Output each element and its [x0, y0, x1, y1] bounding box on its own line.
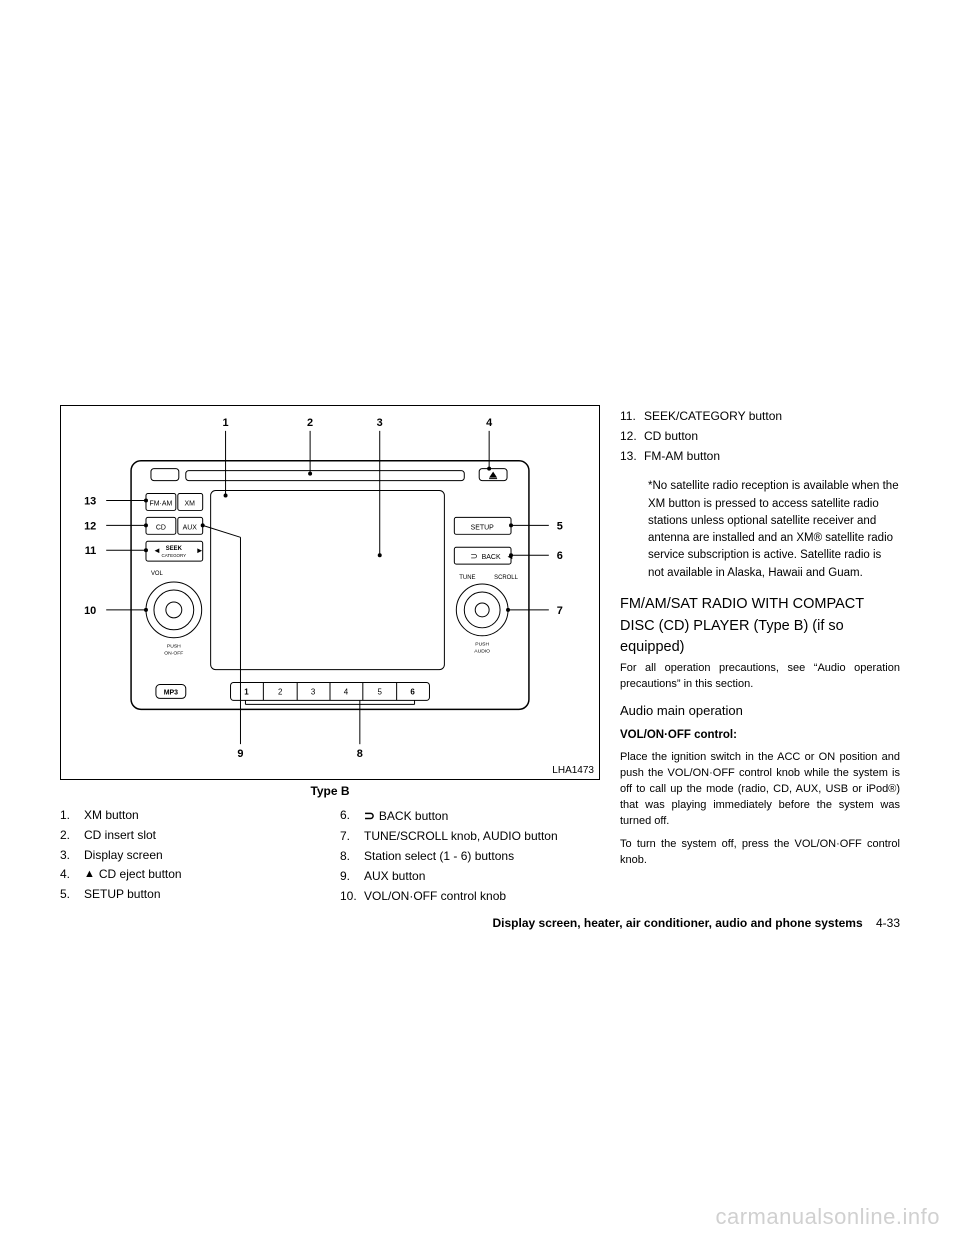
svg-text:6: 6: [410, 687, 415, 696]
sub-heading: Audio main operation: [620, 701, 900, 721]
svg-text:►: ►: [196, 546, 204, 555]
svg-text:XM: XM: [185, 500, 196, 507]
svg-text:11: 11: [85, 545, 97, 557]
legend-item: 13.FM-AM button: [620, 448, 900, 465]
bold-subheading: VOL/ON·OFF control:: [620, 727, 900, 744]
svg-text:MP3: MP3: [164, 689, 178, 696]
svg-text:SETUP: SETUP: [471, 524, 495, 531]
svg-text:CATEGORY: CATEGORY: [162, 553, 187, 558]
svg-text:ON·OFF: ON·OFF: [164, 651, 183, 657]
right-column: 11.SEEK/CATEGORY button 12.CD button 13.…: [620, 405, 900, 907]
legend-item: 4.▲CD eject button: [60, 866, 320, 883]
svg-text:12: 12: [84, 520, 96, 532]
svg-text:SCROLL: SCROLL: [494, 575, 519, 581]
svg-text:5: 5: [557, 520, 563, 532]
radio-diagram: FM·AM XM CD AUX ◄ SEEK CATEGORY ► VOL PU…: [60, 405, 600, 780]
legend-item: 5.SETUP button: [60, 886, 320, 903]
legend-item: 6.⊃BACK button: [340, 807, 600, 825]
body-para: Place the ignition switch in the ACC or …: [620, 750, 900, 830]
callout-legend: 1.XM button 2.CD insert slot 3.Display s…: [60, 804, 600, 907]
watermark: carmanualsonline.info: [715, 1204, 940, 1230]
legend-item: 1.XM button: [60, 807, 320, 824]
body-para: To turn the system off, press the VOL/ON…: [620, 837, 900, 869]
svg-text:AUDIO: AUDIO: [474, 649, 490, 655]
svg-text:1: 1: [223, 417, 229, 429]
legend-item: 8.Station select (1 - 6) buttons: [340, 848, 600, 865]
svg-text:PUSH: PUSH: [475, 642, 489, 648]
svg-text:3: 3: [311, 687, 316, 696]
legend-col-2: 6.⊃BACK button 7.TUNE/SCROLL knob, AUDIO…: [340, 804, 600, 907]
legend-col-3: 11.SEEK/CATEGORY button 12.CD button 13.…: [620, 408, 900, 464]
page-footer: Display screen, heater, air conditioner,…: [493, 916, 901, 930]
svg-text:4: 4: [344, 687, 349, 696]
satellite-note: *No satellite radio reception is availab…: [648, 478, 900, 582]
svg-text:SEEK: SEEK: [166, 546, 183, 552]
page-content: FM·AM XM CD AUX ◄ SEEK CATEGORY ► VOL PU…: [0, 0, 960, 947]
footer-section: Display screen, heater, air conditioner,…: [493, 916, 863, 930]
diagram-caption: Type B: [60, 784, 600, 798]
legend-item: 10.VOL/ON·OFF control knob: [340, 888, 600, 905]
left-column: FM·AM XM CD AUX ◄ SEEK CATEGORY ► VOL PU…: [60, 405, 600, 907]
legend-item: 2.CD insert slot: [60, 827, 320, 844]
legend-col-1: 1.XM button 2.CD insert slot 3.Display s…: [60, 804, 320, 907]
back-icon: ⊃: [364, 807, 375, 825]
legend-item: 3.Display screen: [60, 847, 320, 864]
eject-icon: ▲: [84, 867, 95, 882]
svg-text:FM·AM: FM·AM: [150, 500, 173, 507]
svg-text:3: 3: [377, 417, 383, 429]
legend-item: 11.SEEK/CATEGORY button: [620, 408, 900, 425]
svg-text:CD: CD: [156, 524, 166, 531]
svg-text:2: 2: [278, 687, 283, 696]
svg-text:7: 7: [557, 605, 563, 617]
svg-text:13: 13: [84, 495, 96, 507]
svg-text:10: 10: [84, 605, 96, 617]
svg-text:⊃: ⊃: [470, 551, 478, 561]
svg-text:BACK: BACK: [482, 554, 501, 561]
svg-text:VOL: VOL: [151, 571, 164, 577]
legend-item: 9.AUX button: [340, 868, 600, 885]
diagram-ref: LHA1473: [552, 765, 594, 776]
svg-text:6: 6: [557, 550, 563, 562]
svg-text:TUNE: TUNE: [459, 575, 475, 581]
footer-page: 4-33: [876, 916, 900, 930]
svg-text:◄: ◄: [153, 546, 161, 555]
legend-item: 7.TUNE/SCROLL knob, AUDIO button: [340, 828, 600, 845]
svg-text:2: 2: [307, 417, 313, 429]
section-heading: FM/AM/SAT RADIO WITH COMPACT DISC (CD) P…: [620, 594, 900, 659]
body-para: For all operation precautions, see “Audi…: [620, 661, 900, 693]
svg-text:9: 9: [237, 748, 243, 760]
diagram-svg: FM·AM XM CD AUX ◄ SEEK CATEGORY ► VOL PU…: [61, 406, 599, 779]
svg-text:4: 4: [486, 417, 493, 429]
svg-text:AUX: AUX: [183, 524, 198, 531]
svg-text:8: 8: [357, 748, 363, 760]
legend-item: 12.CD button: [620, 428, 900, 445]
svg-text:5: 5: [378, 687, 383, 696]
svg-text:1: 1: [244, 687, 249, 696]
svg-text:PUSH: PUSH: [167, 644, 181, 650]
